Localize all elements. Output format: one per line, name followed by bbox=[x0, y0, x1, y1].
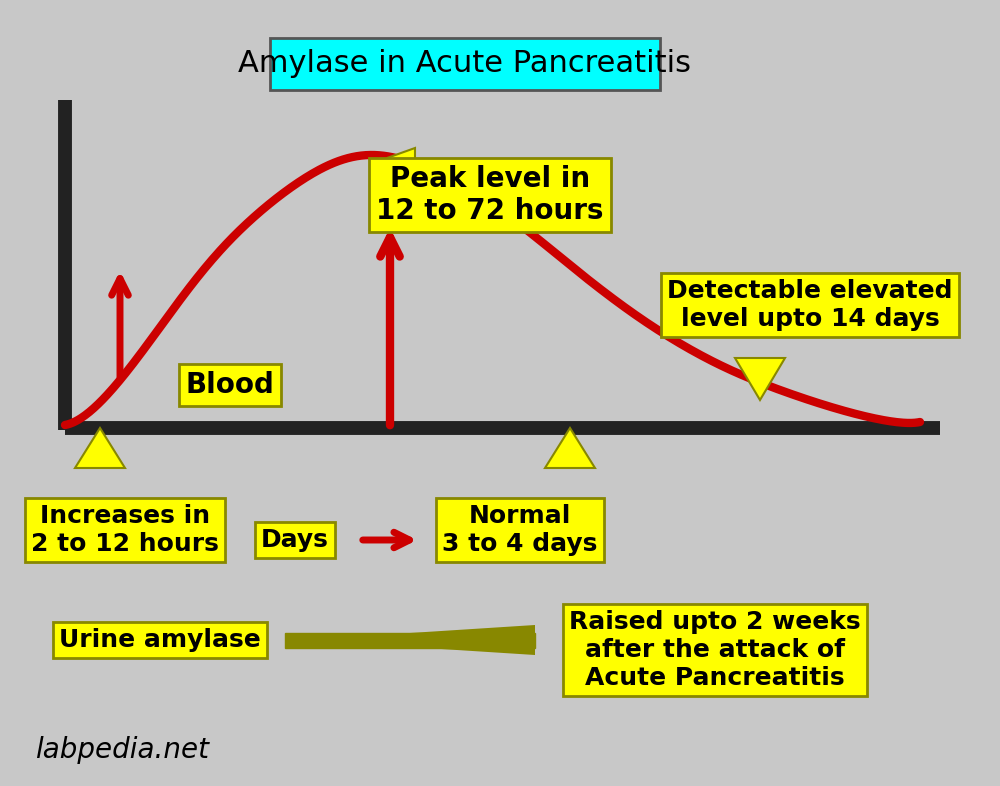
Text: labpedia.net: labpedia.net bbox=[35, 736, 209, 764]
Text: Blood: Blood bbox=[186, 371, 274, 399]
Polygon shape bbox=[285, 625, 535, 655]
Text: Increases in
2 to 12 hours: Increases in 2 to 12 hours bbox=[31, 504, 219, 556]
Polygon shape bbox=[285, 633, 535, 648]
Polygon shape bbox=[75, 428, 125, 468]
Polygon shape bbox=[545, 428, 595, 468]
Polygon shape bbox=[387, 148, 415, 175]
Text: Raised upto 2 weeks
after the attack of
Acute Pancreatitis: Raised upto 2 weeks after the attack of … bbox=[569, 610, 861, 690]
Text: Days: Days bbox=[261, 528, 329, 552]
Text: Detectable elevated
level upto 14 days: Detectable elevated level upto 14 days bbox=[667, 279, 953, 331]
Polygon shape bbox=[735, 358, 785, 400]
Text: Normal
3 to 4 days: Normal 3 to 4 days bbox=[442, 504, 598, 556]
Text: Amylase in Acute Pancreatitis: Amylase in Acute Pancreatitis bbox=[239, 50, 692, 79]
Text: Urine amylase: Urine amylase bbox=[59, 628, 261, 652]
Text: Peak level in
12 to 72 hours: Peak level in 12 to 72 hours bbox=[376, 165, 604, 226]
FancyBboxPatch shape bbox=[270, 38, 660, 90]
